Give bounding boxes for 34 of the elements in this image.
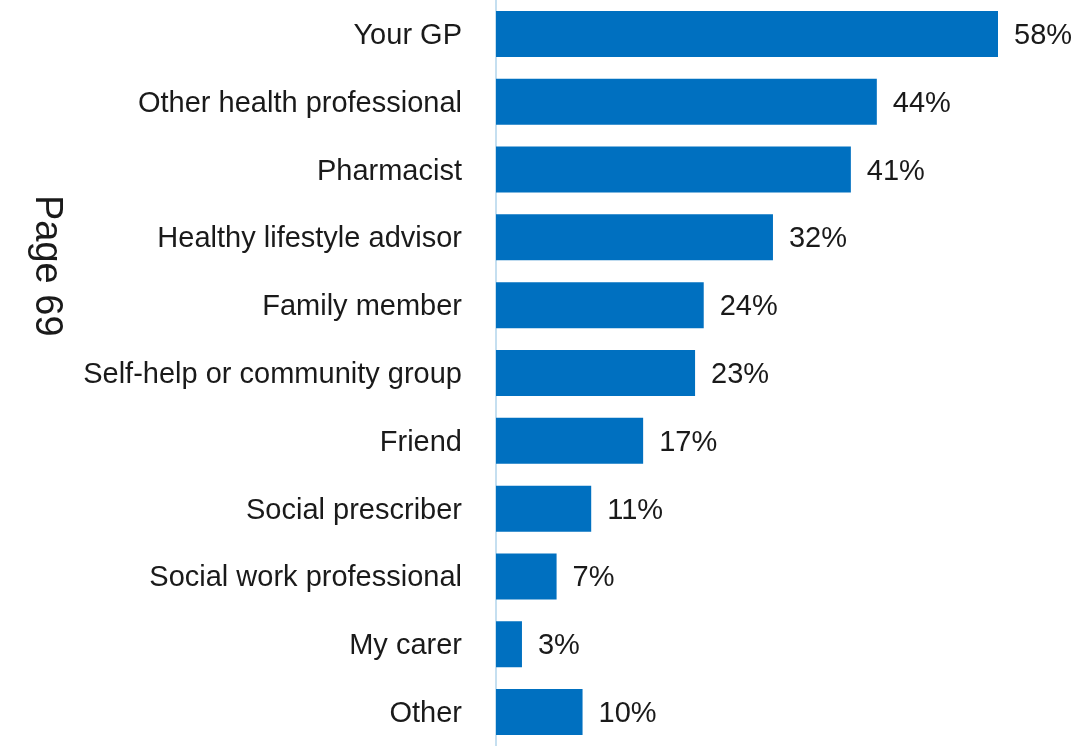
data-label: 11% — [607, 492, 664, 525]
bar — [496, 78, 877, 125]
y-tick-label: Other — [389, 696, 463, 729]
data-label: 44% — [892, 85, 951, 118]
y-tick-label: Other health professional — [137, 85, 462, 118]
bar — [496, 10, 998, 57]
data-label: 23% — [711, 357, 770, 389]
data-label: 58% — [1014, 17, 1073, 50]
y-tick-label: Family member — [262, 289, 463, 322]
y-tick-label: Pharmacist — [316, 153, 462, 186]
data-label: 17% — [659, 424, 718, 457]
bar — [496, 282, 704, 329]
data-label: 10% — [598, 696, 657, 729]
bar — [496, 621, 522, 668]
bar — [496, 485, 592, 532]
bar — [496, 417, 644, 464]
y-tick-label: Friend — [379, 424, 462, 457]
bar — [496, 146, 851, 193]
y-tick-label: Social prescriber — [246, 492, 463, 525]
y-tick-label: Self-help or community group — [83, 357, 462, 389]
data-label: 7% — [572, 560, 615, 593]
data-label: 24% — [719, 289, 778, 322]
bar — [496, 553, 557, 600]
y-tick-label: My carer — [349, 628, 463, 661]
bar — [496, 214, 773, 261]
data-label: 3% — [537, 628, 580, 661]
data-label: 41% — [866, 153, 925, 186]
y-tick-label: Your GP — [353, 17, 462, 50]
bar — [496, 350, 696, 396]
text: Page 69 — [28, 195, 70, 337]
bar — [496, 689, 583, 736]
data-label: 32% — [788, 221, 848, 254]
y-tick-label: Social work professional — [149, 560, 462, 593]
y-tick-label: Healthy lifestyle advisor — [157, 221, 463, 254]
